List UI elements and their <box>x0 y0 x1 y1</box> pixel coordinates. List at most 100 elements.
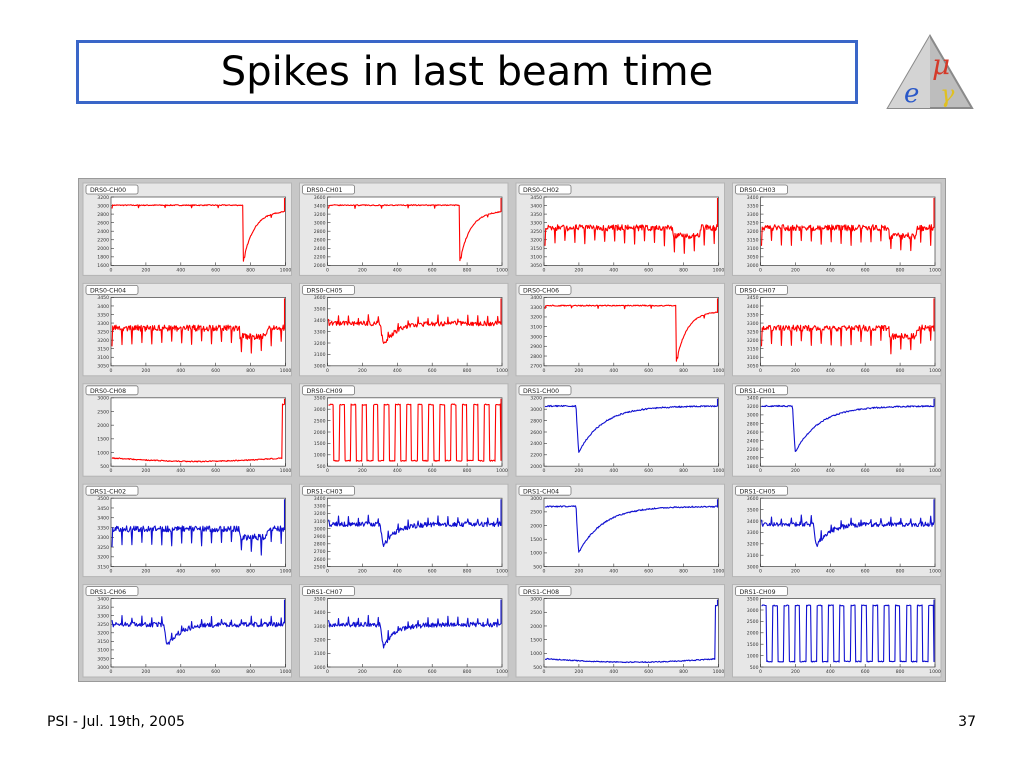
svg-text:γ: γ <box>940 80 955 108</box>
plot-area <box>760 397 936 467</box>
y-tick-label: 1500 <box>97 437 109 443</box>
panel-title-tab <box>302 586 355 597</box>
waveform-trace <box>544 499 719 553</box>
x-tick-label: 800 <box>679 468 688 474</box>
x-tick-label: 400 <box>609 569 618 575</box>
y-tick-label: 3150 <box>97 564 109 570</box>
y-tick-label: 3000 <box>530 334 542 340</box>
y-tick-label: 2800 <box>314 229 326 235</box>
waveform-trace <box>761 599 935 663</box>
y-tick-label: 3400 <box>314 318 326 324</box>
x-tick-label: 800 <box>896 267 905 273</box>
x-tick-label: 400 <box>826 368 835 374</box>
x-tick-label: 1000 <box>713 368 725 374</box>
x-tick-label: 800 <box>896 669 905 675</box>
x-tick-label: 1000 <box>280 569 292 575</box>
y-tick-label: 3100 <box>314 352 326 358</box>
x-tick-label: 0 <box>326 669 329 675</box>
x-tick-label: 600 <box>861 368 870 374</box>
y-tick-label: 2500 <box>530 510 542 516</box>
x-tick-label: 600 <box>428 669 437 675</box>
panel-title: DRS0-CH03 <box>740 187 776 194</box>
x-tick-label: 400 <box>393 569 402 575</box>
x-tick-label: 200 <box>358 569 367 575</box>
x-tick-label: 600 <box>644 569 653 575</box>
waveform-trace <box>760 298 935 355</box>
y-tick-label: 3600 <box>747 496 759 502</box>
y-tick-label: 2600 <box>747 430 759 436</box>
waveform-trace <box>544 298 719 362</box>
plot-area <box>543 497 719 568</box>
x-tick-label: 1000 <box>496 569 508 575</box>
panel-title-tab <box>302 485 355 496</box>
y-tick-label: 3200 <box>314 637 326 643</box>
panel-title-tab <box>302 285 355 295</box>
y-tick-label: 2200 <box>314 255 326 261</box>
panel-title-tab <box>735 285 788 295</box>
y-tick-label: 3050 <box>530 263 542 269</box>
y-tick-label: 1500 <box>314 441 326 447</box>
y-tick-label: 2200 <box>97 238 109 244</box>
y-tick-label: 3500 <box>314 307 326 313</box>
y-tick-label: 3300 <box>530 305 542 311</box>
plot-area <box>327 497 503 568</box>
waveform-trace <box>111 198 286 262</box>
waveform-trace <box>111 398 286 463</box>
y-tick-label: 1000 <box>530 551 542 557</box>
y-tick-label: 3150 <box>530 246 542 252</box>
y-tick-label: 3400 <box>530 295 542 301</box>
y-tick-label: 2900 <box>530 344 542 350</box>
y-tick-label: 3000 <box>747 608 759 614</box>
y-tick-label: 2000 <box>530 464 542 470</box>
waveform-panel-drs1-ch01: DRS1-CH011800200022002400260028003000320… <box>732 383 942 477</box>
y-tick-label: 3200 <box>747 542 759 548</box>
panel-title-tab <box>518 285 572 295</box>
waveform-panel-drs0-ch05: DRS0-CH05 3000 3100 3200 3300 3400 3500 3600 0 20… <box>299 282 509 377</box>
y-tick-label: 3400 <box>747 195 759 201</box>
x-tick-label: 400 <box>176 669 185 675</box>
x-tick-label: 1000 <box>496 669 508 675</box>
y-tick-label: 3600 <box>314 195 326 201</box>
x-tick-label: 0 <box>326 267 329 273</box>
y-tick-label: 2800 <box>530 418 542 424</box>
x-tick-label: 600 <box>428 569 437 575</box>
x-tick-label: 1000 <box>929 267 941 273</box>
y-tick-label: 3350 <box>97 312 109 318</box>
plot-area <box>543 397 719 467</box>
panel-title: DRS0-CH04 <box>90 288 126 295</box>
svg-text:μ: μ <box>932 48 950 81</box>
y-tick-label: 3050 <box>747 364 759 370</box>
y-tick-label: 1000 <box>97 450 109 456</box>
y-tick-label: 3200 <box>314 212 326 218</box>
y-tick-label: 3000 <box>314 407 326 413</box>
x-tick-label: 0 <box>543 368 546 374</box>
y-tick-label: 3000 <box>97 396 109 402</box>
slide-title: Spikes in last beam time <box>220 49 714 95</box>
y-tick-label: 2000 <box>747 455 759 461</box>
plot-area <box>760 196 936 266</box>
x-tick-label: 1000 <box>280 267 292 273</box>
page-number: 37 <box>958 714 976 730</box>
x-tick-label: 400 <box>826 669 835 675</box>
y-tick-label: 3100 <box>97 648 109 654</box>
y-tick-label: 2000 <box>97 246 109 252</box>
plot-area <box>110 297 286 367</box>
panel-title-tab <box>85 385 139 396</box>
panel-title-tab <box>518 485 572 496</box>
x-tick-label: 800 <box>246 468 255 474</box>
x-tick-label: 600 <box>861 468 870 474</box>
x-tick-label: 400 <box>176 468 185 474</box>
y-tick-label: 3200 <box>314 511 326 517</box>
x-tick-label: 1000 <box>929 368 941 374</box>
waveform-trace <box>544 398 719 453</box>
x-tick-label: 0 <box>543 267 546 273</box>
plot-area <box>760 297 936 367</box>
x-tick-label: 600 <box>211 468 220 474</box>
y-tick-label: 3050 <box>97 364 109 370</box>
y-tick-label: 3200 <box>97 338 109 344</box>
y-tick-label: 2800 <box>747 421 759 427</box>
panel-title: DRS1-CH03 <box>307 488 343 495</box>
y-tick-label: 3300 <box>314 329 326 335</box>
y-tick-label: 2400 <box>747 438 759 444</box>
